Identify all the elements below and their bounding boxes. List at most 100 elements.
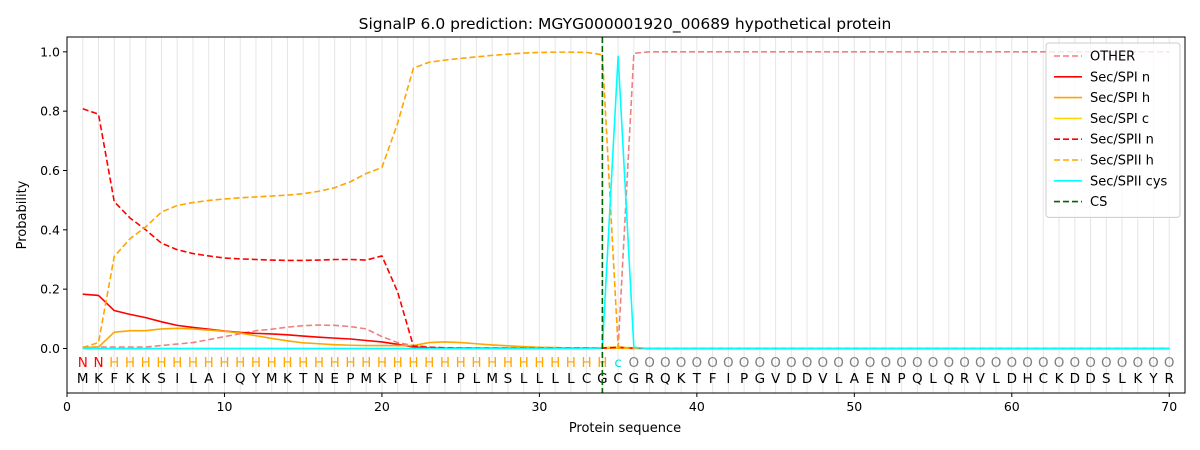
- y-tick-label: 0.6: [40, 163, 60, 178]
- annotation-label: O: [818, 355, 829, 371]
- legend-label: OTHER: [1090, 50, 1135, 65]
- sequence-residue: C: [582, 371, 591, 387]
- sequence-residue: E: [330, 371, 339, 387]
- annotation-label: H: [377, 355, 387, 371]
- x-tick-label: 10: [217, 399, 233, 414]
- annotation-label: H: [204, 355, 214, 371]
- sequence-residue: R: [645, 371, 654, 387]
- sequence-residue: D: [1070, 371, 1080, 387]
- sequence-residue: K: [283, 371, 293, 387]
- x-tick-label: 40: [689, 399, 705, 414]
- annotation-label: O: [880, 355, 891, 371]
- annotation-label: H: [440, 355, 450, 371]
- annotation-label: H: [109, 355, 119, 371]
- sequence-residue: I: [726, 371, 730, 387]
- annotation-label: H: [408, 355, 418, 371]
- sequence-residue: K: [1133, 371, 1143, 387]
- sequence-residue: V: [818, 371, 828, 387]
- annotation-label: O: [1085, 355, 1096, 371]
- sequence-residue: C: [613, 371, 622, 387]
- annotation-label: H: [314, 355, 324, 371]
- sequence-residue: P: [346, 371, 354, 387]
- chart-title: SignalP 6.0 prediction: MGYG000001920_00…: [359, 15, 892, 34]
- annotation-label: O: [975, 355, 986, 371]
- y-tick-label: 0.2: [40, 282, 60, 297]
- sequence-residue: V: [771, 371, 781, 387]
- legend-label: Sec/SPI n: [1090, 70, 1150, 85]
- annotation-label: H: [251, 355, 261, 371]
- sequence-residue: C: [1039, 371, 1048, 387]
- sequence-residue: E: [866, 371, 875, 387]
- annotation-label: O: [644, 355, 655, 371]
- series-line-sec-spii-cys: [82, 55, 1170, 350]
- sequence-residue: K: [377, 371, 387, 387]
- sequence-residue: L: [473, 371, 481, 387]
- sequence-residue: L: [410, 371, 418, 387]
- sequence-residue: T: [692, 371, 702, 387]
- annotation-label: O: [959, 355, 970, 371]
- sequence-residue: N: [881, 371, 891, 387]
- legend: OTHER Sec/SPI n Sec/SPI h Sec/SPI c Sec/SPII…: [1045, 42, 1181, 218]
- annotation-label: O: [1132, 355, 1143, 371]
- sequence-residue: R: [1165, 371, 1174, 387]
- annotation-label: H: [393, 355, 403, 371]
- annotation-label: H: [550, 355, 560, 371]
- annotation-label: O: [849, 355, 860, 371]
- sequence-residue: M: [360, 371, 372, 387]
- sequence-residue: L: [929, 371, 937, 387]
- sequence-residue: Y: [251, 371, 261, 387]
- legend-label: Sec/SPII cys: [1090, 174, 1168, 189]
- sequence-residue: L: [520, 371, 528, 387]
- x-tick-label: 60: [1004, 399, 1020, 414]
- annotation-label: H: [282, 355, 292, 371]
- y-axis-label: Probability: [15, 180, 30, 249]
- sequence-residue: F: [110, 371, 118, 387]
- x-axis-label: Protein sequence: [569, 421, 681, 436]
- sequence-residue: I: [443, 371, 447, 387]
- annotation-label: O: [1022, 355, 1033, 371]
- sequence-residue: K: [126, 371, 136, 387]
- annotation-label: H: [235, 355, 245, 371]
- axis-ticks: 0 10 20 30 40 50 60 70 0.0 0.2 0.4 0.6 0.8 1.0: [40, 44, 1177, 414]
- annotation-label: O: [1069, 355, 1080, 371]
- annotation-label: O: [1054, 355, 1065, 371]
- sequence-residue: K: [1055, 371, 1065, 387]
- sequence-residue: F: [425, 371, 433, 387]
- sequence-residue: K: [94, 371, 104, 387]
- legend-label: Sec/SPII n: [1090, 133, 1154, 148]
- sequence-residue: M: [486, 371, 498, 387]
- annotation-label: O: [1164, 355, 1175, 371]
- sequence-residue: P: [897, 371, 905, 387]
- sequence-residue: V: [976, 371, 986, 387]
- sequence-residue: P: [740, 371, 748, 387]
- annotation-label: O: [707, 355, 718, 371]
- sequence-residue: K: [141, 371, 151, 387]
- sequence-residue: D: [1085, 371, 1095, 387]
- sequence-residue: M: [77, 371, 89, 387]
- annotation-label: H: [487, 355, 497, 371]
- series-lines: [82, 51, 1170, 350]
- annotation-label: O: [629, 355, 640, 371]
- annotation-label: O: [770, 355, 781, 371]
- annotation-label: O: [912, 355, 923, 371]
- sequence-residue: Q: [912, 371, 923, 387]
- annotation-label: H: [582, 355, 592, 371]
- annotation-label: O: [692, 355, 703, 371]
- sequence-residue: D: [1007, 371, 1017, 387]
- annotation-label: H: [345, 355, 355, 371]
- annotation-label: H: [519, 355, 529, 371]
- annotation-label: H: [156, 355, 166, 371]
- sequence-residue: M: [266, 371, 278, 387]
- annotation-label: H: [471, 355, 481, 371]
- sequence-residue: D: [802, 371, 812, 387]
- legend-box: [1045, 42, 1181, 218]
- x-tick-label: 70: [1161, 399, 1177, 414]
- sequence-residue: L: [567, 371, 575, 387]
- sequence-residue: Q: [943, 371, 954, 387]
- sequence-residue: S: [1102, 371, 1111, 387]
- annotation-label: H: [503, 355, 513, 371]
- sequence-residue: G: [755, 371, 765, 387]
- annotation-label: O: [802, 355, 813, 371]
- sequence-residue: Q: [660, 371, 671, 387]
- sequence-residue: A: [204, 371, 214, 387]
